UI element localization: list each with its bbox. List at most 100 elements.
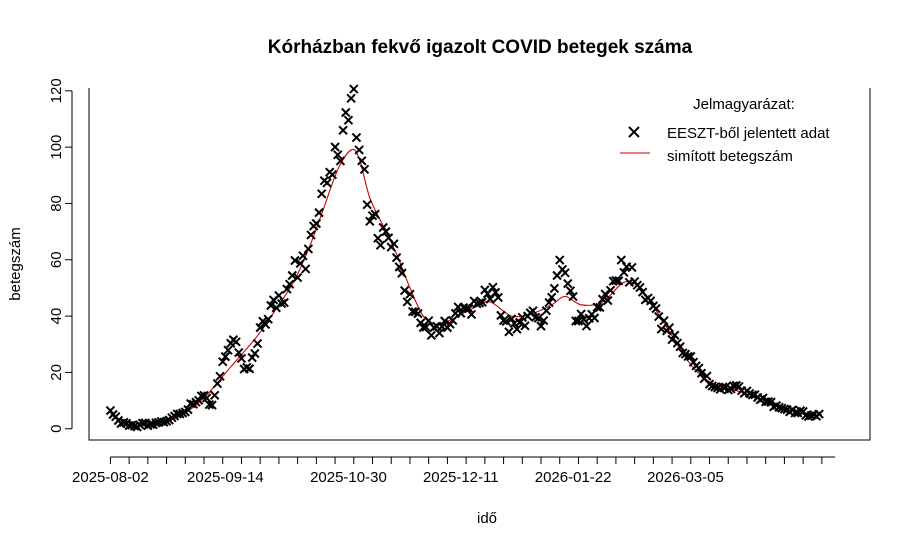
data-point [346, 93, 356, 104]
data-point [576, 309, 586, 319]
data-point [250, 348, 260, 359]
data-point [351, 132, 362, 143]
data-point [375, 240, 386, 250]
data-point [694, 363, 704, 373]
y-tick-label: 100 [48, 135, 65, 160]
data-point [702, 371, 712, 381]
data-point [774, 402, 784, 413]
data-point [381, 226, 391, 237]
plot-border [88, 88, 871, 441]
data-point [349, 84, 359, 94]
data-point [175, 409, 185, 419]
data-point [255, 322, 265, 333]
data-point [263, 314, 273, 324]
data-point [605, 285, 616, 296]
data-point [466, 309, 477, 320]
data-point [260, 319, 271, 330]
data-point [300, 264, 311, 274]
legend-title: Jelmagyarázat: [693, 96, 795, 113]
data-point [814, 409, 824, 419]
data-point [472, 299, 482, 309]
data-point [215, 371, 225, 382]
data-point [306, 230, 316, 240]
data-point [418, 322, 429, 333]
data-point [231, 337, 241, 347]
legend-marker-points [628, 126, 640, 138]
x-axis: 2025-08-02 2025-09-14 2025-10-30 2025-12-11… [72, 456, 836, 486]
data-point [747, 390, 758, 400]
data-point [290, 255, 300, 266]
data-point [600, 289, 610, 299]
data-point [330, 142, 340, 152]
data-point [426, 330, 437, 341]
data-point [234, 347, 244, 358]
data-point [389, 239, 399, 249]
data-point [210, 390, 220, 401]
x-tick-label: 2026-03-05 [647, 469, 724, 486]
data-point [354, 145, 364, 155]
data-point [448, 315, 458, 326]
data-point [589, 313, 600, 323]
data-point [670, 330, 680, 340]
data-point [512, 324, 522, 334]
data-point [394, 262, 404, 272]
data-point [244, 364, 255, 374]
y-tick-label: 80 [48, 195, 65, 212]
data-point [405, 289, 415, 299]
data-point [651, 303, 661, 314]
data-point [236, 353, 247, 364]
data-point [218, 357, 228, 367]
data-point [581, 321, 592, 331]
data-point [333, 150, 343, 160]
data-point [440, 316, 450, 326]
data-point [619, 267, 629, 277]
data-point [137, 418, 148, 428]
data-point [667, 334, 677, 345]
data-point [571, 316, 581, 326]
data-point [490, 287, 501, 298]
data-point [474, 298, 485, 308]
data-point [544, 297, 554, 308]
data-point [391, 252, 402, 263]
data-point [498, 315, 509, 326]
data-point [514, 317, 525, 328]
data-point [413, 308, 423, 319]
data-point [159, 417, 169, 427]
data-point [201, 393, 212, 403]
data-point [645, 296, 656, 306]
data-point [252, 338, 263, 349]
data-point [520, 321, 530, 331]
data-point [635, 282, 645, 293]
data-point [341, 107, 351, 118]
data-point [777, 403, 787, 413]
data-point [287, 270, 297, 281]
y-tick-label: 40 [48, 308, 65, 325]
data-point [477, 297, 487, 307]
data-point [327, 169, 338, 180]
data-point [603, 295, 613, 306]
data-point [223, 345, 233, 355]
data-point [533, 313, 544, 323]
data-point [659, 315, 669, 326]
data-point [343, 115, 354, 125]
y-tick-label: 60 [48, 251, 65, 268]
data-point [790, 408, 800, 418]
data-point [464, 303, 474, 314]
data-point [127, 420, 137, 430]
data-point [365, 216, 375, 227]
data-point [177, 408, 188, 418]
data-point [311, 218, 322, 229]
data-point [766, 397, 776, 407]
data-point [335, 156, 346, 166]
y-tick-label: 20 [48, 364, 65, 381]
x-tick-label: 2025-10-30 [310, 469, 387, 486]
data-point [357, 156, 367, 166]
data-point [803, 411, 814, 422]
data-point [710, 382, 720, 392]
data-point [292, 272, 303, 283]
legend-label-points: EESZT-ből jelentett adat [667, 125, 830, 142]
data-point [573, 316, 584, 326]
x-tick-label: 2026-01-22 [535, 469, 612, 486]
data-point [161, 416, 172, 426]
